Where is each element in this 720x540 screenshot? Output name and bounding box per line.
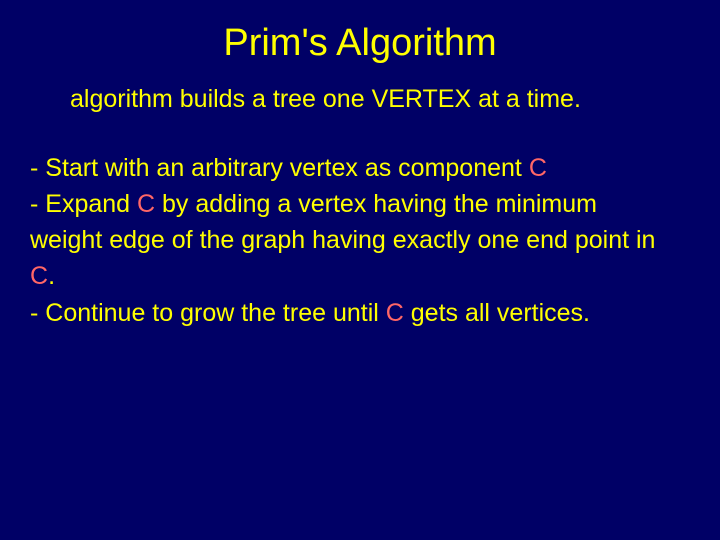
body-text: - Start with an arbitrary vertex as comp… bbox=[30, 154, 529, 182]
slide-title: Prim's Algorithm bbox=[30, 22, 690, 65]
slide-subtitle: algorithm builds a tree one VERTEX at a … bbox=[70, 83, 680, 116]
body-text: - Continue to grow the tree until bbox=[30, 299, 386, 327]
component-c-ref: C bbox=[137, 190, 155, 218]
slide: Prim's Algorithm algorithm builds a tree… bbox=[0, 0, 720, 540]
component-c-ref: C bbox=[386, 299, 404, 327]
body-text: gets all vertices. bbox=[404, 299, 590, 327]
slide-body: - Start with an arbitrary vertex as comp… bbox=[30, 150, 660, 331]
component-c-ref: C bbox=[529, 154, 547, 182]
component-c-ref: C bbox=[30, 262, 48, 290]
body-text: - Expand bbox=[30, 190, 137, 218]
body-text: . bbox=[48, 262, 55, 290]
